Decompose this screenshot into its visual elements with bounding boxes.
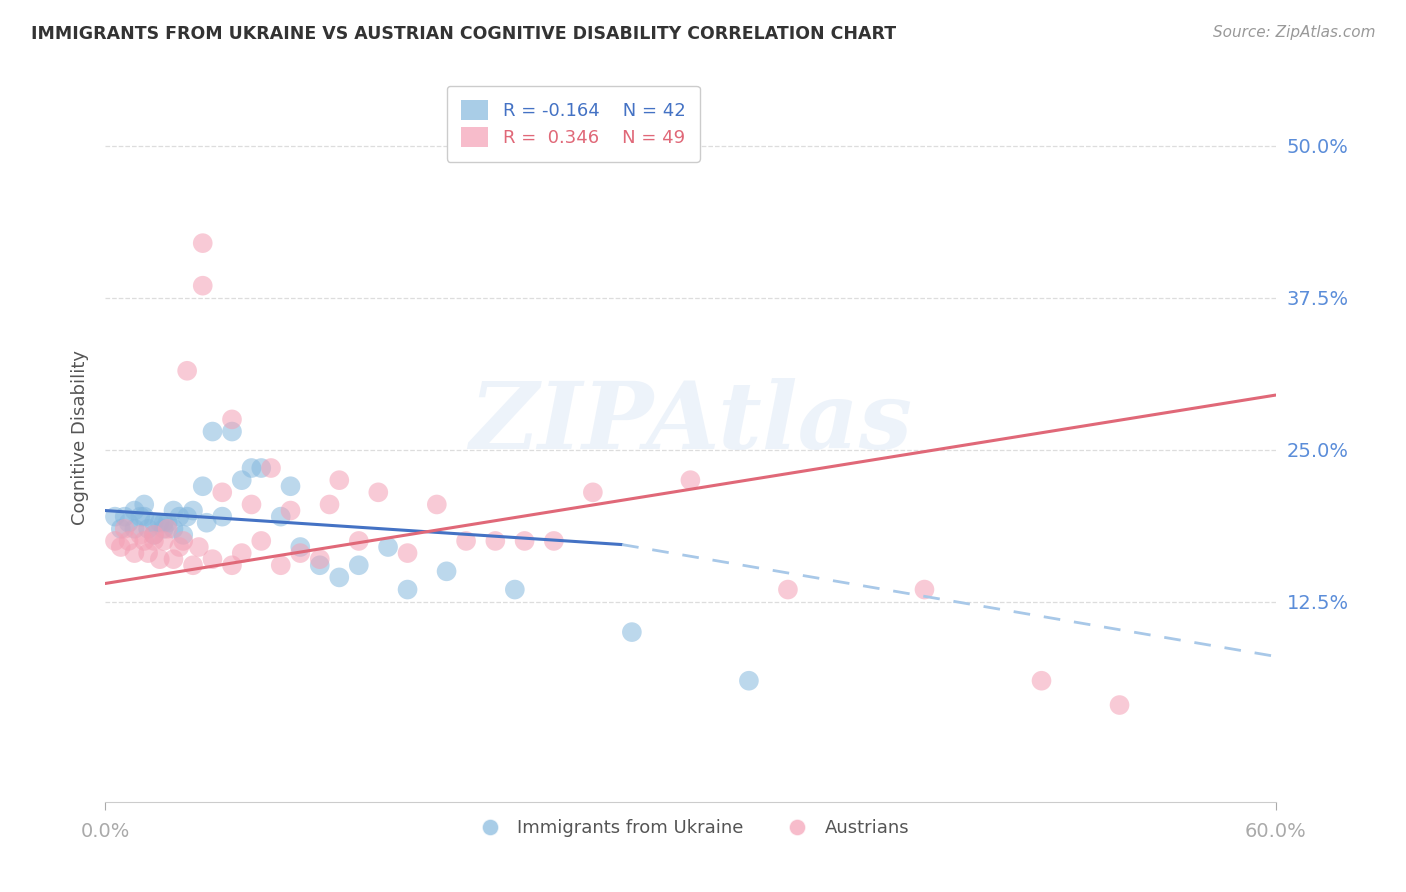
Point	[396, 546, 419, 560]
Point	[162, 522, 184, 536]
Point	[201, 425, 224, 439]
Point	[347, 533, 370, 548]
Point	[162, 552, 184, 566]
Point	[240, 461, 263, 475]
Point	[211, 509, 233, 524]
Point	[104, 533, 127, 548]
Point	[156, 516, 179, 530]
Point	[114, 522, 136, 536]
Point	[221, 558, 243, 573]
Point	[195, 516, 218, 530]
Point	[104, 509, 127, 524]
Legend: Immigrants from Ukraine, Austrians: Immigrants from Ukraine, Austrians	[464, 812, 917, 845]
Point	[149, 552, 172, 566]
Point	[221, 412, 243, 426]
Point	[240, 498, 263, 512]
Point	[396, 582, 419, 597]
Point	[172, 533, 194, 548]
Point	[136, 522, 159, 536]
Point	[156, 522, 179, 536]
Point	[1031, 673, 1053, 688]
Point	[270, 558, 292, 573]
Point	[280, 479, 302, 493]
Point	[308, 558, 330, 573]
Point	[162, 503, 184, 517]
Point	[136, 546, 159, 560]
Point	[513, 533, 536, 548]
Point	[143, 528, 166, 542]
Point	[143, 516, 166, 530]
Y-axis label: Cognitive Disability: Cognitive Disability	[72, 351, 89, 525]
Point	[152, 516, 174, 530]
Point	[124, 546, 146, 560]
Point	[191, 236, 214, 251]
Point	[172, 528, 194, 542]
Point	[117, 533, 139, 548]
Point	[318, 498, 340, 512]
Point	[280, 503, 302, 517]
Point	[776, 582, 799, 597]
Point	[328, 570, 350, 584]
Text: ZIPAtlas: ZIPAtlas	[468, 378, 912, 468]
Point	[308, 552, 330, 566]
Point	[738, 673, 761, 688]
Point	[149, 516, 172, 530]
Point	[231, 546, 253, 560]
Point	[620, 625, 643, 640]
Point	[117, 516, 139, 530]
Point	[914, 582, 936, 597]
Point	[134, 498, 156, 512]
Point	[152, 522, 174, 536]
Point	[679, 473, 702, 487]
Point	[181, 558, 204, 573]
Point	[181, 503, 204, 517]
Point	[191, 479, 214, 493]
Point	[426, 498, 449, 512]
Point	[191, 278, 214, 293]
Point	[110, 522, 132, 536]
Point	[582, 485, 605, 500]
Point	[454, 533, 477, 548]
Point	[231, 473, 253, 487]
Point	[250, 461, 273, 475]
Point	[110, 540, 132, 554]
Point	[367, 485, 389, 500]
Point	[270, 509, 292, 524]
Point	[250, 533, 273, 548]
Point	[134, 509, 156, 524]
Point	[152, 533, 174, 548]
Point	[201, 552, 224, 566]
Point	[129, 528, 152, 542]
Point	[176, 364, 198, 378]
Point	[221, 425, 243, 439]
Text: Source: ZipAtlas.com: Source: ZipAtlas.com	[1212, 25, 1375, 40]
Point	[377, 540, 399, 554]
Point	[436, 565, 458, 579]
Point	[143, 528, 166, 542]
Point	[328, 473, 350, 487]
Point	[143, 533, 166, 548]
Point	[260, 461, 283, 475]
Point	[1108, 698, 1130, 712]
Point	[211, 485, 233, 500]
Point	[347, 558, 370, 573]
Point	[543, 533, 565, 548]
Point	[484, 533, 506, 548]
Point	[176, 509, 198, 524]
Point	[124, 503, 146, 517]
Point	[134, 533, 156, 548]
Point	[129, 509, 152, 524]
Text: IMMIGRANTS FROM UKRAINE VS AUSTRIAN COGNITIVE DISABILITY CORRELATION CHART: IMMIGRANTS FROM UKRAINE VS AUSTRIAN COGN…	[31, 25, 896, 43]
Point	[169, 540, 191, 554]
Point	[503, 582, 526, 597]
Point	[187, 540, 209, 554]
Point	[290, 540, 312, 554]
Point	[290, 546, 312, 560]
Point	[114, 509, 136, 524]
Point	[124, 522, 146, 536]
Point	[169, 509, 191, 524]
